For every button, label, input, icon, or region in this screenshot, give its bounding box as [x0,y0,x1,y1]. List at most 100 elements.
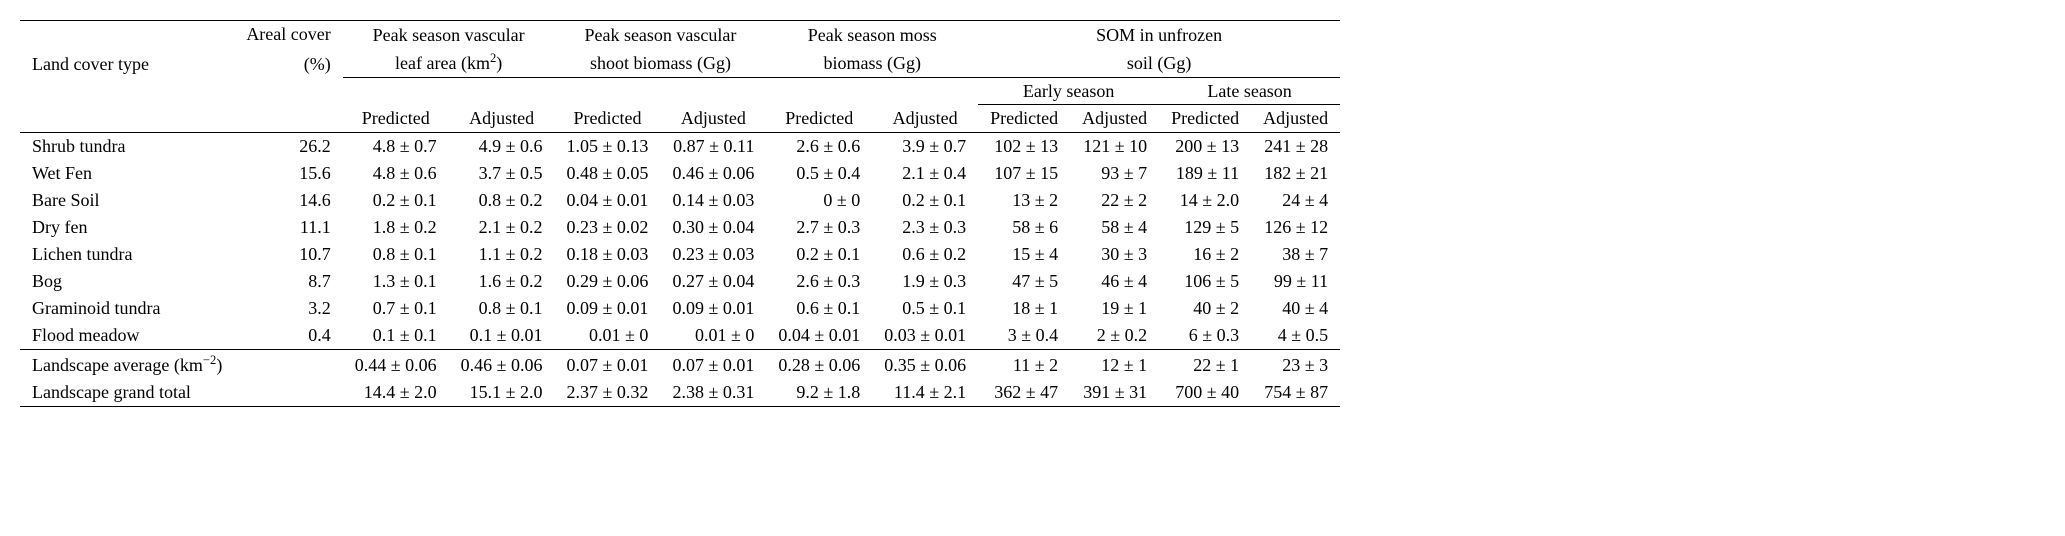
table-row: Wet Fen15.64.8 ± 0.63.7 ± 0.50.48 ± 0.05… [20,160,1340,187]
col-late: Late season [1159,78,1340,105]
cell-leaf_a: 1.6 ± 0.2 [449,268,555,295]
cell-moss_a: 0.5 ± 0.1 [872,295,978,322]
landcover-table: Land cover type Areal cover Peak season … [20,20,1340,407]
col-moss-pred: Predicted [766,105,872,133]
cell-leaf_p: 14.4 ± 2.0 [343,379,449,407]
cell-late_p: 22 ± 1 [1159,350,1251,380]
cell-late_p: 189 ± 11 [1159,160,1251,187]
cell-early_a: 121 ± 10 [1070,133,1159,161]
cell-early_p: 362 ± 47 [978,379,1070,407]
cell-shoot_p: 0.04 ± 0.01 [555,187,661,214]
col-leaf-l1: Peak season vascular [343,21,555,49]
cell-early_a: 12 ± 1 [1070,350,1159,380]
cell-leaf_a: 0.1 ± 0.01 [449,322,555,350]
cell-early_p: 3 ± 0.4 [978,322,1070,350]
cell-moss_a: 0.03 ± 0.01 [872,322,978,350]
cell-late_a: 4 ± 0.5 [1251,322,1340,350]
cell-shoot_p: 2.37 ± 0.32 [555,379,661,407]
cell-areal: 8.7 [234,268,342,295]
table-row: Flood meadow0.40.1 ± 0.10.1 ± 0.010.01 ±… [20,322,1340,350]
cell-name: Graminoid tundra [20,295,234,322]
col-som-l1: SOM in unfrozen [978,21,1340,49]
cell-early_p: 18 ± 1 [978,295,1070,322]
cell-moss_a: 0.6 ± 0.2 [872,241,978,268]
col-early-adj: Adjusted [1070,105,1159,133]
cell-early_a: 46 ± 4 [1070,268,1159,295]
cell-shoot_p: 1.05 ± 0.13 [555,133,661,161]
cell-late_a: 23 ± 3 [1251,350,1340,380]
cell-early_a: 58 ± 4 [1070,214,1159,241]
cell-moss_p: 2.6 ± 0.6 [766,133,872,161]
cell-moss_a: 1.9 ± 0.3 [872,268,978,295]
cell-late_a: 38 ± 7 [1251,241,1340,268]
cell-moss_a: 2.1 ± 0.4 [872,160,978,187]
cell-shoot_a: 2.38 ± 0.31 [660,379,766,407]
cell-leaf_p: 1.3 ± 0.1 [343,268,449,295]
cell-late_a: 182 ± 21 [1251,160,1340,187]
cell-leaf_a: 2.1 ± 0.2 [449,214,555,241]
table-row: Graminoid tundra3.20.7 ± 0.10.8 ± 0.10.0… [20,295,1340,322]
cell-moss_p: 2.7 ± 0.3 [766,214,872,241]
cell-areal: 15.6 [234,160,342,187]
cell-moss_p: 0.28 ± 0.06 [766,350,872,380]
cell-early_p: 11 ± 2 [978,350,1070,380]
col-landcover: Land cover type [20,21,234,78]
col-moss-l2: biomass (Gg) [766,48,978,78]
col-shoot-l1: Peak season vascular [555,21,767,49]
table-row: Lichen tundra10.70.8 ± 0.11.1 ± 0.20.18 … [20,241,1340,268]
table-summary: Landscape average (km−2)0.44 ± 0.060.46 … [20,350,1340,407]
cell-leaf_p: 0.1 ± 0.1 [343,322,449,350]
cell-late_a: 126 ± 12 [1251,214,1340,241]
cell-areal: 10.7 [234,241,342,268]
cell-late_a: 754 ± 87 [1251,379,1340,407]
cell-shoot_a: 0.14 ± 0.03 [660,187,766,214]
cell-late_p: 40 ± 2 [1159,295,1251,322]
cell-name: Landscape grand total [20,379,234,407]
col-leaf-adj: Adjusted [449,105,555,133]
cell-moss_a: 11.4 ± 2.1 [872,379,978,407]
cell-areal: 3.2 [234,295,342,322]
cell-name: Shrub tundra [20,133,234,161]
cell-moss_p: 9.2 ± 1.8 [766,379,872,407]
cell-early_p: 102 ± 13 [978,133,1070,161]
cell-shoot_p: 0.01 ± 0 [555,322,661,350]
cell-areal [234,379,342,407]
cell-shoot_a: 0.87 ± 0.11 [660,133,766,161]
cell-areal: 26.2 [234,133,342,161]
col-moss-l1: Peak season moss [766,21,978,49]
table-row: Shrub tundra26.24.8 ± 0.74.9 ± 0.61.05 ±… [20,133,1340,161]
cell-areal [234,350,342,380]
table-body: Shrub tundra26.24.8 ± 0.74.9 ± 0.61.05 ±… [20,133,1340,350]
cell-early_a: 22 ± 2 [1070,187,1159,214]
cell-late_a: 24 ± 4 [1251,187,1340,214]
cell-shoot_a: 0.27 ± 0.04 [660,268,766,295]
cell-shoot_a: 0.23 ± 0.03 [660,241,766,268]
col-early: Early season [978,78,1159,105]
cell-late_p: 16 ± 2 [1159,241,1251,268]
cell-shoot_a: 0.07 ± 0.01 [660,350,766,380]
cell-shoot_a: 0.01 ± 0 [660,322,766,350]
cell-early_p: 15 ± 4 [978,241,1070,268]
cell-areal: 0.4 [234,322,342,350]
cell-late_p: 129 ± 5 [1159,214,1251,241]
cell-leaf_a: 15.1 ± 2.0 [449,379,555,407]
cell-early_a: 93 ± 7 [1070,160,1159,187]
cell-late_p: 106 ± 5 [1159,268,1251,295]
cell-shoot_a: 0.09 ± 0.01 [660,295,766,322]
cell-shoot_a: 0.30 ± 0.04 [660,214,766,241]
cell-early_a: 391 ± 31 [1070,379,1159,407]
cell-moss_p: 0.6 ± 0.1 [766,295,872,322]
cell-leaf_p: 0.2 ± 0.1 [343,187,449,214]
table-row: Landscape grand total 14.4 ± 2.015.1 ± 2.… [20,379,1340,407]
cell-leaf_p: 4.8 ± 0.6 [343,160,449,187]
col-areal-l1: Areal cover [234,21,342,49]
col-leaf-pred: Predicted [343,105,449,133]
col-late-adj: Adjusted [1251,105,1340,133]
table-row: Dry fen11.11.8 ± 0.22.1 ± 0.20.23 ± 0.02… [20,214,1340,241]
cell-leaf_p: 0.44 ± 0.06 [343,350,449,380]
table-row: Landscape average (km−2)0.44 ± 0.060.46 … [20,350,1340,380]
col-areal-unit: (%) [234,48,342,78]
cell-moss_p: 2.6 ± 0.3 [766,268,872,295]
cell-name: Lichen tundra [20,241,234,268]
cell-leaf_a: 4.9 ± 0.6 [449,133,555,161]
